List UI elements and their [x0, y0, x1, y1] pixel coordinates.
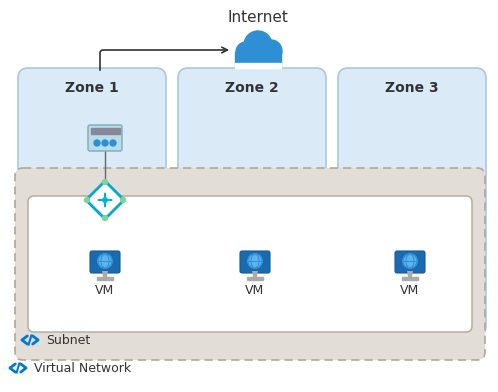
- FancyArrow shape: [103, 193, 107, 204]
- Text: Zone 3: Zone 3: [385, 81, 439, 95]
- Circle shape: [260, 40, 282, 62]
- FancyBboxPatch shape: [18, 68, 166, 336]
- Bar: [235, 52, 281, 66]
- FancyArrow shape: [103, 196, 107, 207]
- FancyBboxPatch shape: [338, 68, 486, 336]
- Bar: [247, 277, 263, 279]
- Bar: [402, 277, 418, 279]
- Text: Subnet: Subnet: [46, 334, 90, 347]
- Circle shape: [85, 198, 90, 203]
- FancyBboxPatch shape: [395, 251, 425, 273]
- Circle shape: [236, 42, 256, 62]
- Polygon shape: [252, 271, 258, 277]
- FancyArrow shape: [98, 198, 109, 202]
- Polygon shape: [407, 271, 413, 277]
- Text: VM: VM: [400, 284, 420, 297]
- Circle shape: [94, 140, 100, 146]
- Circle shape: [244, 31, 272, 59]
- Circle shape: [403, 254, 417, 268]
- Circle shape: [110, 140, 116, 146]
- Text: Zone 1: Zone 1: [65, 81, 119, 95]
- Circle shape: [98, 254, 112, 268]
- FancyBboxPatch shape: [178, 68, 326, 336]
- Circle shape: [121, 198, 125, 203]
- Circle shape: [103, 216, 108, 221]
- FancyBboxPatch shape: [15, 168, 485, 360]
- FancyBboxPatch shape: [90, 251, 120, 273]
- Polygon shape: [102, 271, 108, 277]
- Circle shape: [103, 180, 108, 185]
- Text: Virtual Network: Virtual Network: [34, 361, 131, 374]
- Circle shape: [243, 45, 265, 67]
- Bar: [91, 127, 120, 134]
- Circle shape: [248, 254, 262, 268]
- Bar: [235, 63, 281, 68]
- Text: VM: VM: [96, 284, 115, 297]
- Text: Zone 2: Zone 2: [225, 81, 279, 95]
- Text: VM: VM: [246, 284, 264, 297]
- Circle shape: [253, 45, 275, 67]
- Bar: [97, 277, 113, 279]
- FancyBboxPatch shape: [88, 125, 122, 151]
- Text: Internet: Internet: [228, 10, 288, 25]
- FancyBboxPatch shape: [240, 251, 270, 273]
- Circle shape: [102, 140, 108, 146]
- FancyBboxPatch shape: [28, 196, 472, 332]
- Polygon shape: [86, 181, 124, 219]
- FancyArrow shape: [101, 198, 112, 202]
